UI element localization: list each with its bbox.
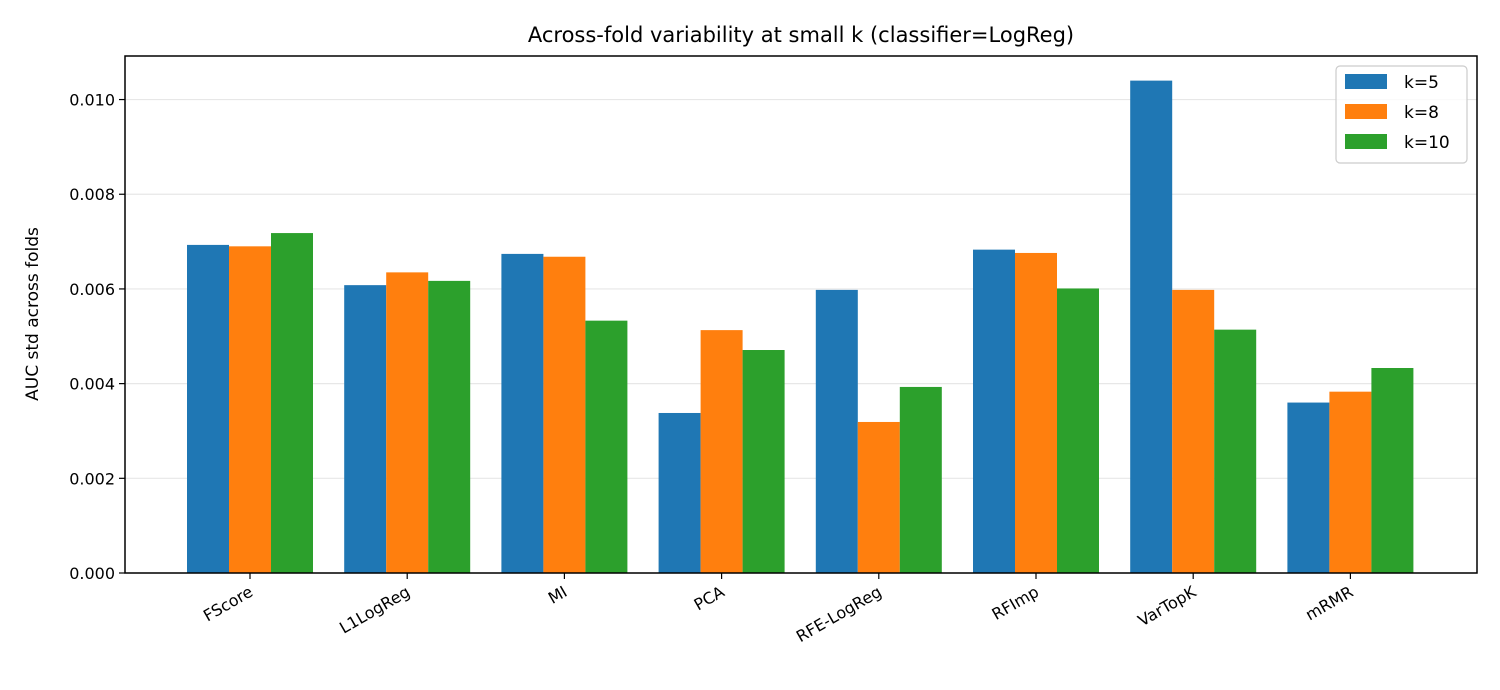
- bar-l1logreg-k10: [428, 280, 471, 573]
- y-axis-label: AUC std across folds: [23, 227, 43, 401]
- y-tick-label: 0.006: [69, 280, 115, 299]
- legend-swatch-k10: [1345, 134, 1387, 149]
- legend-label: k=5: [1404, 73, 1439, 93]
- bar-vartopk-k10: [1214, 329, 1257, 573]
- bar-rfimp-k5: [973, 249, 1015, 573]
- y-axis: 0.000 0.002 0.004 0.006 0.008 0.010: [69, 91, 125, 583]
- bar-mrmr-k5: [1287, 402, 1330, 573]
- bar-pca-k8: [700, 330, 743, 573]
- y-tick-label: 0.008: [69, 185, 115, 204]
- legend: k=5 k=8 k=10: [1335, 65, 1468, 164]
- legend-swatch-k8: [1345, 104, 1387, 119]
- y-tick-label: 0.000: [69, 564, 115, 583]
- bar-mrmr-k10: [1371, 367, 1414, 573]
- bar-rfimp-k8: [1015, 252, 1057, 573]
- y-tick-label: 0.002: [69, 469, 115, 488]
- bar-vartopk-k8: [1172, 289, 1215, 573]
- legend-label: k=8: [1404, 103, 1439, 123]
- bar-l1logreg-k5: [344, 285, 387, 573]
- bar-rfe-logreg-k10: [899, 386, 942, 573]
- bars: [187, 80, 1414, 574]
- plot-frame: [124, 55, 1478, 574]
- y-tick-label: 0.004: [69, 375, 115, 394]
- bar-mi-k10: [585, 320, 628, 573]
- bar-fscore-k5: [187, 244, 229, 573]
- bar-fscore-k10: [271, 233, 313, 574]
- bar-rfimp-k10: [1057, 288, 1099, 573]
- bar-l1logreg-k8: [386, 272, 429, 573]
- bar-pca-k5: [658, 412, 701, 573]
- legend-swatch-k5: [1345, 74, 1387, 89]
- bar-pca-k10: [742, 350, 785, 573]
- bar-mi-k8: [543, 256, 586, 573]
- y-tick-label: 0.010: [69, 91, 115, 110]
- bar-fscore-k8: [229, 246, 271, 574]
- legend-label: k=10: [1404, 133, 1450, 153]
- bar-rfe-logreg-k8: [857, 421, 900, 573]
- bar-mi-k5: [501, 253, 544, 573]
- chart-title: Across-fold variability at small k (clas…: [528, 23, 1074, 47]
- bar-mrmr-k8: [1329, 391, 1372, 573]
- bar-rfe-logreg-k5: [815, 289, 858, 573]
- bar-vartopk-k5: [1130, 80, 1173, 573]
